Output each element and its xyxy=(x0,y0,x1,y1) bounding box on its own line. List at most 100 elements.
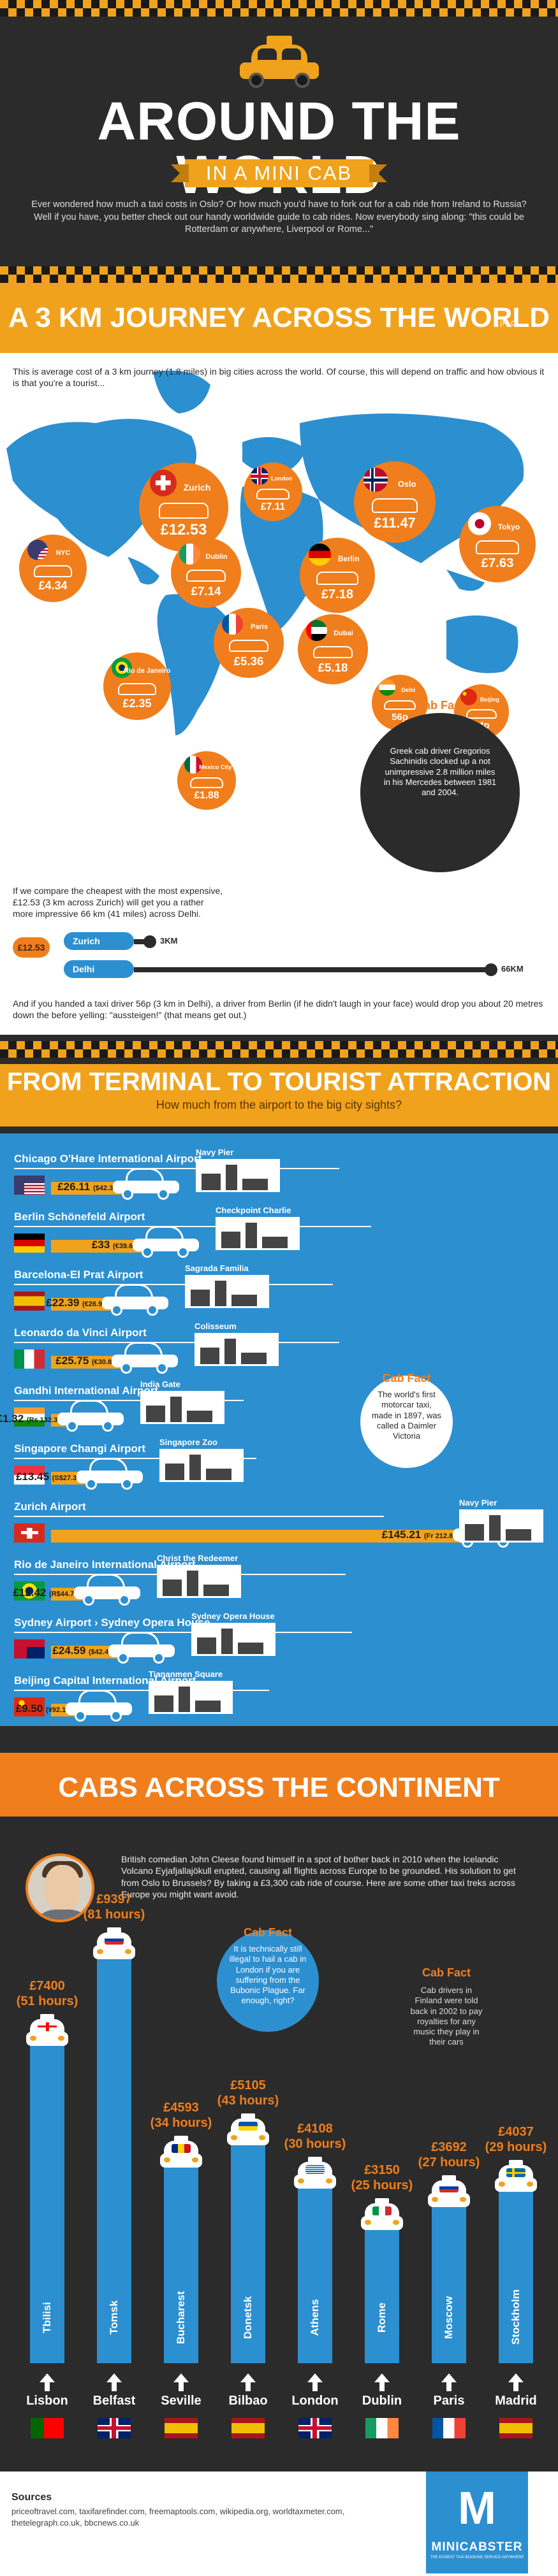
taxi-icon xyxy=(240,36,319,88)
airport-underline xyxy=(14,1690,269,1691)
route-column: Tomsk xyxy=(97,1955,131,2363)
city-price: £11.47 xyxy=(374,515,416,531)
airport-row[interactable]: Gandhi International Airport £1.32 (Rs 13… xyxy=(0,1379,558,1441)
fare-price: £12.42 xyxy=(13,1587,47,1599)
journey-outro: And if you handed a taxi driver 56p (3 k… xyxy=(13,998,543,1021)
route-price: £5105 xyxy=(230,2078,266,2092)
cab-fact-title: Cab Fact xyxy=(415,699,465,712)
landmark-photo: Checkpoint Charlie xyxy=(216,1205,300,1250)
flag-icon xyxy=(309,543,332,566)
city-name: Zurich xyxy=(183,482,211,493)
compare-city: Zurich xyxy=(64,932,134,950)
landmark-name: Singapore Zoo xyxy=(159,1437,217,1447)
cab-icon xyxy=(316,572,359,586)
airport-name: Rio de Janeiro International Airport xyxy=(14,1558,196,1571)
fare-price: £9.50 xyxy=(15,1702,43,1715)
fare-amount: £145.21 (Fr 212.86) xyxy=(325,1529,459,1541)
route-column: Rome xyxy=(365,2226,399,2363)
compare-distance: 66KM xyxy=(501,964,524,974)
minicabster-logo[interactable]: M MINICABSTER THE EASIEST TAXI BOOKING S… xyxy=(426,2472,528,2573)
route-column: Moscow xyxy=(432,2203,466,2363)
flag-icon xyxy=(179,543,201,565)
fare-price: £1.32 xyxy=(0,1413,24,1425)
city-name: NYC xyxy=(55,549,71,558)
fare-price: £13.45 xyxy=(15,1471,49,1483)
arrow-stem xyxy=(179,2382,184,2391)
cab-fact-plague: Cab Fact It is technically still illegal… xyxy=(217,1926,319,2032)
continent-section: British comedian John Cleese found himse… xyxy=(0,1828,558,2472)
route-destination: Bucharest xyxy=(175,2291,187,2344)
city-name: Paris xyxy=(251,623,268,631)
city-name: Oslo xyxy=(397,479,416,489)
landmark-photo: Colisseum xyxy=(195,1321,279,1366)
flag-icon xyxy=(298,2418,332,2438)
cab-icon xyxy=(190,777,223,788)
route-price: £3150 xyxy=(364,2163,400,2177)
airport-row[interactable]: Rio de Janeiro International Airport £12.… xyxy=(0,1553,558,1615)
cab-icon xyxy=(372,498,418,513)
compare-price: £12.53 xyxy=(13,937,50,958)
airport-row[interactable]: Chicago O'Hare International Airport £26.… xyxy=(0,1148,558,1209)
city-price: £4.34 xyxy=(38,579,68,592)
city-name: London xyxy=(270,475,293,482)
airport-row[interactable]: Zurich Airport £145.21 (Fr 212.86) Navy Pi… xyxy=(0,1498,558,1557)
city-bubble: Rio de Janeiro £2.35 xyxy=(103,652,171,720)
arrow-up-icon xyxy=(374,2373,390,2382)
route-price: £3692 xyxy=(431,2140,467,2154)
flag-icon xyxy=(14,1176,45,1195)
route-origin: Bilbao xyxy=(228,2394,268,2408)
airport-name: Sydney Airport › Sydney Opera House xyxy=(14,1616,210,1629)
cab-icon xyxy=(118,682,156,695)
airports-title: FROM TERMINAL TO TOURIST ATTRACTION xyxy=(6,1068,552,1096)
airport-row[interactable]: Beijing Capital International Airport £9.… xyxy=(0,1669,558,1731)
airports-subtitle: How much from the airport to the big cit… xyxy=(156,1098,402,1111)
fare-amount: £24.59 ($42.41) xyxy=(0,1644,115,1657)
route-origin: Madrid xyxy=(495,2394,537,2408)
flag-icon xyxy=(14,1234,45,1253)
arrow-stem xyxy=(45,2382,50,2391)
route-hours: (51 hours) xyxy=(16,1994,78,2008)
route-destination: Stockholm xyxy=(510,2289,522,2345)
footer: Sources priceoftravel.com, taxifarefinde… xyxy=(0,2472,558,2576)
airport-row[interactable]: Sydney Airport › Sydney Opera House £24.5… xyxy=(0,1611,558,1673)
cab-icon xyxy=(294,2157,336,2191)
continent-header: CABS ACROSS THE CONTINENT xyxy=(0,1726,558,1828)
hero-intro: Ever wondered how much a taxi costs in O… xyxy=(31,199,527,235)
compare-block: If we compare the cheapest with the most… xyxy=(13,885,558,978)
route-hours: (81 hours) xyxy=(83,1908,145,1922)
city-name: Mexico City xyxy=(199,764,232,771)
flag-icon xyxy=(14,1349,45,1369)
compare-text: If we compare the cheapest with the most… xyxy=(13,886,223,919)
landmark-name: Sydney Opera House xyxy=(191,1611,275,1621)
arrow-stem xyxy=(246,2382,251,2391)
cab-fact-text: Greek cab driver Gregorios Sachinidis cl… xyxy=(383,746,497,797)
airport-row[interactable]: Singapore Changi Airport £13.45 (S$27.33)… xyxy=(0,1437,558,1499)
fare-price: £24.59 xyxy=(52,1644,86,1657)
landmark-name: India Gate xyxy=(140,1379,180,1389)
checker-stripe-top xyxy=(0,0,558,17)
route-column: Tbilisi xyxy=(30,2042,64,2363)
airport-row[interactable]: Leonardo da Vinci Airport £25.75 (€30.85)… xyxy=(0,1321,558,1383)
landmark-photo: Navy Pier xyxy=(196,1148,280,1192)
airport-row[interactable]: Berlin Schönefeld Airport £33 (€39.60) Che… xyxy=(0,1205,558,1267)
airports-section: Chicago O'Hare International Airport £26.… xyxy=(0,1133,558,1726)
flag-icon xyxy=(184,756,203,774)
landmark-name: Colisseum xyxy=(195,1321,237,1331)
john-cleese-avatar xyxy=(26,1853,94,1922)
route-destination: Donetsk xyxy=(242,2296,254,2339)
city-name: Rio de Janeiro xyxy=(124,667,171,675)
route-price: £4037 xyxy=(498,2125,534,2139)
cab-icon xyxy=(384,700,416,710)
route-price-label: £4037 (29 hours) xyxy=(481,2124,551,2155)
city-name: Berlin xyxy=(337,554,360,563)
arrow-stem xyxy=(446,2382,452,2391)
arrow-stem xyxy=(513,2382,518,2391)
airport-row[interactable]: Barcelona-El Prat Airport £22.39 (€26.93)… xyxy=(0,1263,558,1325)
airport-name: Zurich Airport xyxy=(14,1500,86,1513)
airport-underline xyxy=(14,1226,371,1227)
fare-bar xyxy=(51,1182,126,1195)
city-price: £1.88 xyxy=(194,789,219,801)
fare-bar xyxy=(51,1530,466,1543)
route-hours: (25 hours) xyxy=(351,2178,413,2192)
landmark-image xyxy=(157,1565,241,1598)
